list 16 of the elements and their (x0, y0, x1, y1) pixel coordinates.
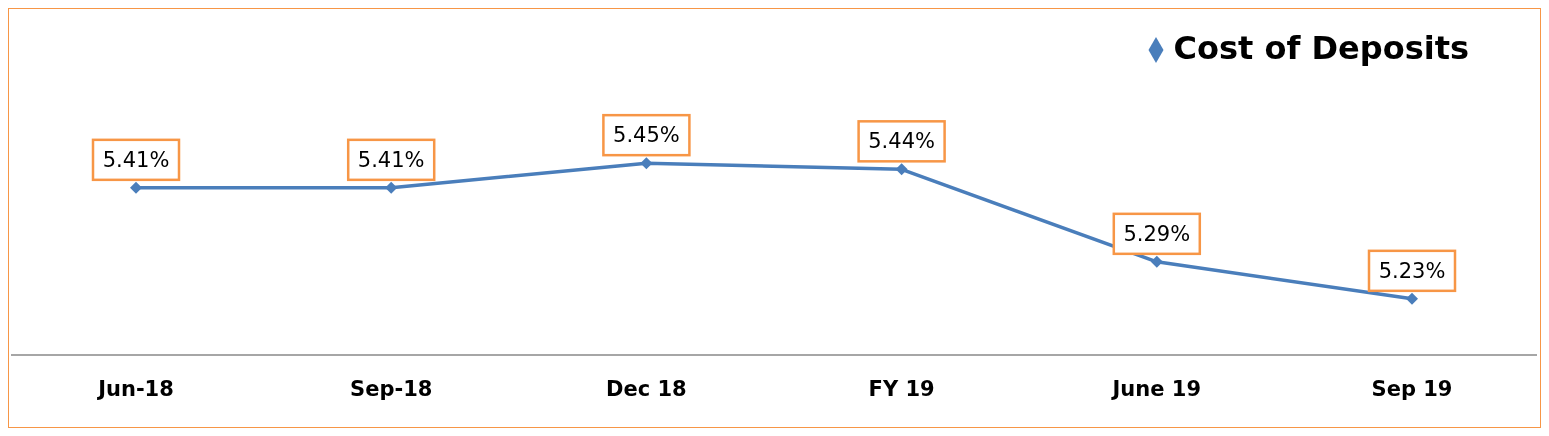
x-tick-label: Dec 18 (606, 376, 687, 401)
data-label: 5.41% (357, 147, 425, 172)
x-tick-label: Jun-18 (96, 376, 174, 401)
data-label: 5.29% (1123, 221, 1191, 246)
data-label: 5.44% (868, 129, 935, 154)
point (1406, 292, 1418, 305)
point (1150, 255, 1163, 268)
x-tick-label: FY 19 (868, 376, 935, 401)
legend-label: Cost of Deposits (1173, 29, 1469, 67)
data-label: 5.41% (102, 147, 170, 172)
x-tick-label: Sep-18 (350, 376, 433, 401)
x-tick-label: Sep 19 (1371, 376, 1453, 401)
point (130, 181, 142, 194)
data-label: 5.23% (1378, 258, 1446, 283)
x-tick-label: June 19 (1110, 376, 1202, 401)
data-label: 5.45% (613, 123, 680, 148)
